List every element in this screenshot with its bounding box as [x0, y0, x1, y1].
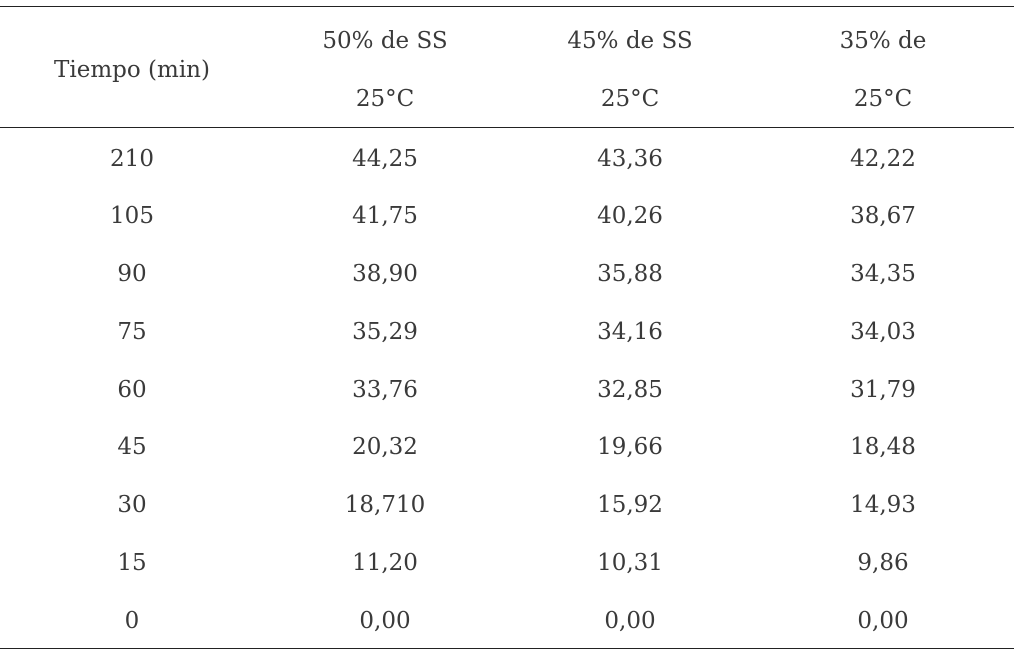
cell-45-ss: 15,92: [597, 492, 663, 518]
table-header-rule: [0, 127, 1014, 128]
cell-tiempo: 105: [110, 203, 154, 229]
header-45-ss-line1: 45% de SS: [567, 28, 693, 54]
cell-35: 0,00: [857, 608, 909, 634]
cell-50-ss: 0,00: [359, 608, 411, 634]
cell-tiempo: 75: [117, 319, 147, 345]
cell-35: 34,35: [850, 261, 916, 287]
cell-50-ss: 18,710: [344, 492, 426, 518]
cell-35: 18,48: [850, 434, 916, 460]
header-50-ss-line1: 50% de SS: [322, 28, 448, 54]
cell-35: 31,79: [850, 377, 916, 403]
cell-tiempo: 90: [117, 261, 147, 287]
cell-45-ss: 40,26: [597, 203, 663, 229]
cell-tiempo: 45: [117, 434, 147, 460]
cell-45-ss: 19,66: [597, 434, 663, 460]
cell-35: 9,86: [857, 550, 909, 576]
header-45-ss-line2: 25°C: [600, 86, 660, 112]
cell-50-ss: 11,20: [352, 550, 418, 576]
header-50-ss-line2: 25°C: [355, 86, 415, 112]
cell-45-ss: 43,36: [597, 146, 663, 172]
cell-35: 14,93: [850, 492, 916, 518]
cell-50-ss: 38,90: [352, 261, 418, 287]
cell-35: 34,03: [850, 319, 916, 345]
cell-50-ss: 20,32: [352, 434, 418, 460]
table-bottom-rule: [0, 648, 1014, 649]
cell-45-ss: 35,88: [597, 261, 663, 287]
cell-tiempo: 30: [117, 492, 147, 518]
cell-tiempo: 60: [117, 377, 147, 403]
table-top-rule: [0, 6, 1014, 7]
header-tiempo: Tiempo (min): [54, 57, 210, 83]
cell-50-ss: 33,76: [352, 377, 418, 403]
cell-50-ss: 44,25: [352, 146, 418, 172]
header-35-line1: 35% de: [839, 28, 927, 54]
cell-45-ss: 0,00: [604, 608, 656, 634]
cell-45-ss: 10,31: [597, 550, 663, 576]
cell-35: 42,22: [850, 146, 916, 172]
cell-50-ss: 35,29: [352, 319, 418, 345]
cell-50-ss: 41,75: [352, 203, 418, 229]
cell-tiempo: 0: [124, 608, 140, 634]
cell-45-ss: 34,16: [597, 319, 663, 345]
header-35-line2: 25°C: [853, 86, 913, 112]
cell-tiempo: 15: [117, 550, 147, 576]
cell-45-ss: 32,85: [597, 377, 663, 403]
cell-tiempo: 210: [110, 146, 154, 172]
cell-35: 38,67: [850, 203, 916, 229]
